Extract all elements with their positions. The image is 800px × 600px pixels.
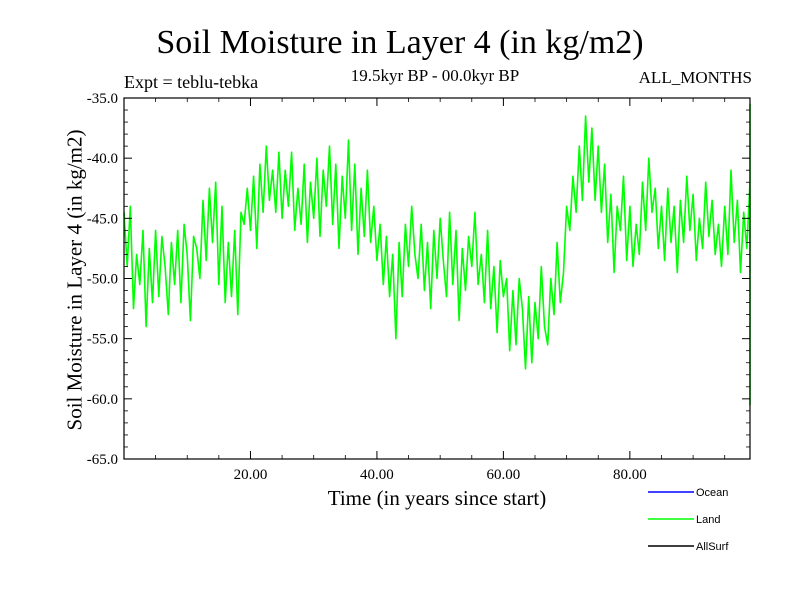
- x-axis-label: Time (in years since start): [327, 486, 547, 510]
- y-tick-label: -45.0: [87, 211, 118, 227]
- x-tick-label: 20.00: [234, 467, 268, 483]
- legend-label-ocean: Ocean: [696, 487, 728, 499]
- period-label: 19.5kyr BP - 00.0kyr BP: [350, 66, 520, 85]
- y-tick-label: -65.0: [87, 452, 118, 468]
- y-tick-label: -60.0: [87, 392, 118, 408]
- y-tick-label: -40.0: [87, 151, 118, 167]
- series-line-land: [123, 103, 751, 406]
- legend-label-allsurf: AllSurf: [696, 541, 729, 553]
- months-label: ALL_MONTHS: [638, 68, 752, 87]
- x-tick-label: 80.00: [613, 467, 647, 483]
- x-tick-label: 60.00: [487, 467, 521, 483]
- y-tick-label: -50.0: [87, 272, 118, 288]
- x-tick-label: 40.00: [360, 467, 394, 483]
- legend-label-land: Land: [696, 514, 720, 526]
- y-tick-label: -35.0: [87, 91, 118, 107]
- chart-title: Soil Moisture in Layer 4 (in kg/m2): [156, 24, 644, 61]
- y-tick-label: -55.0: [87, 332, 118, 348]
- experiment-label: Expt = teblu-tebka: [124, 72, 259, 92]
